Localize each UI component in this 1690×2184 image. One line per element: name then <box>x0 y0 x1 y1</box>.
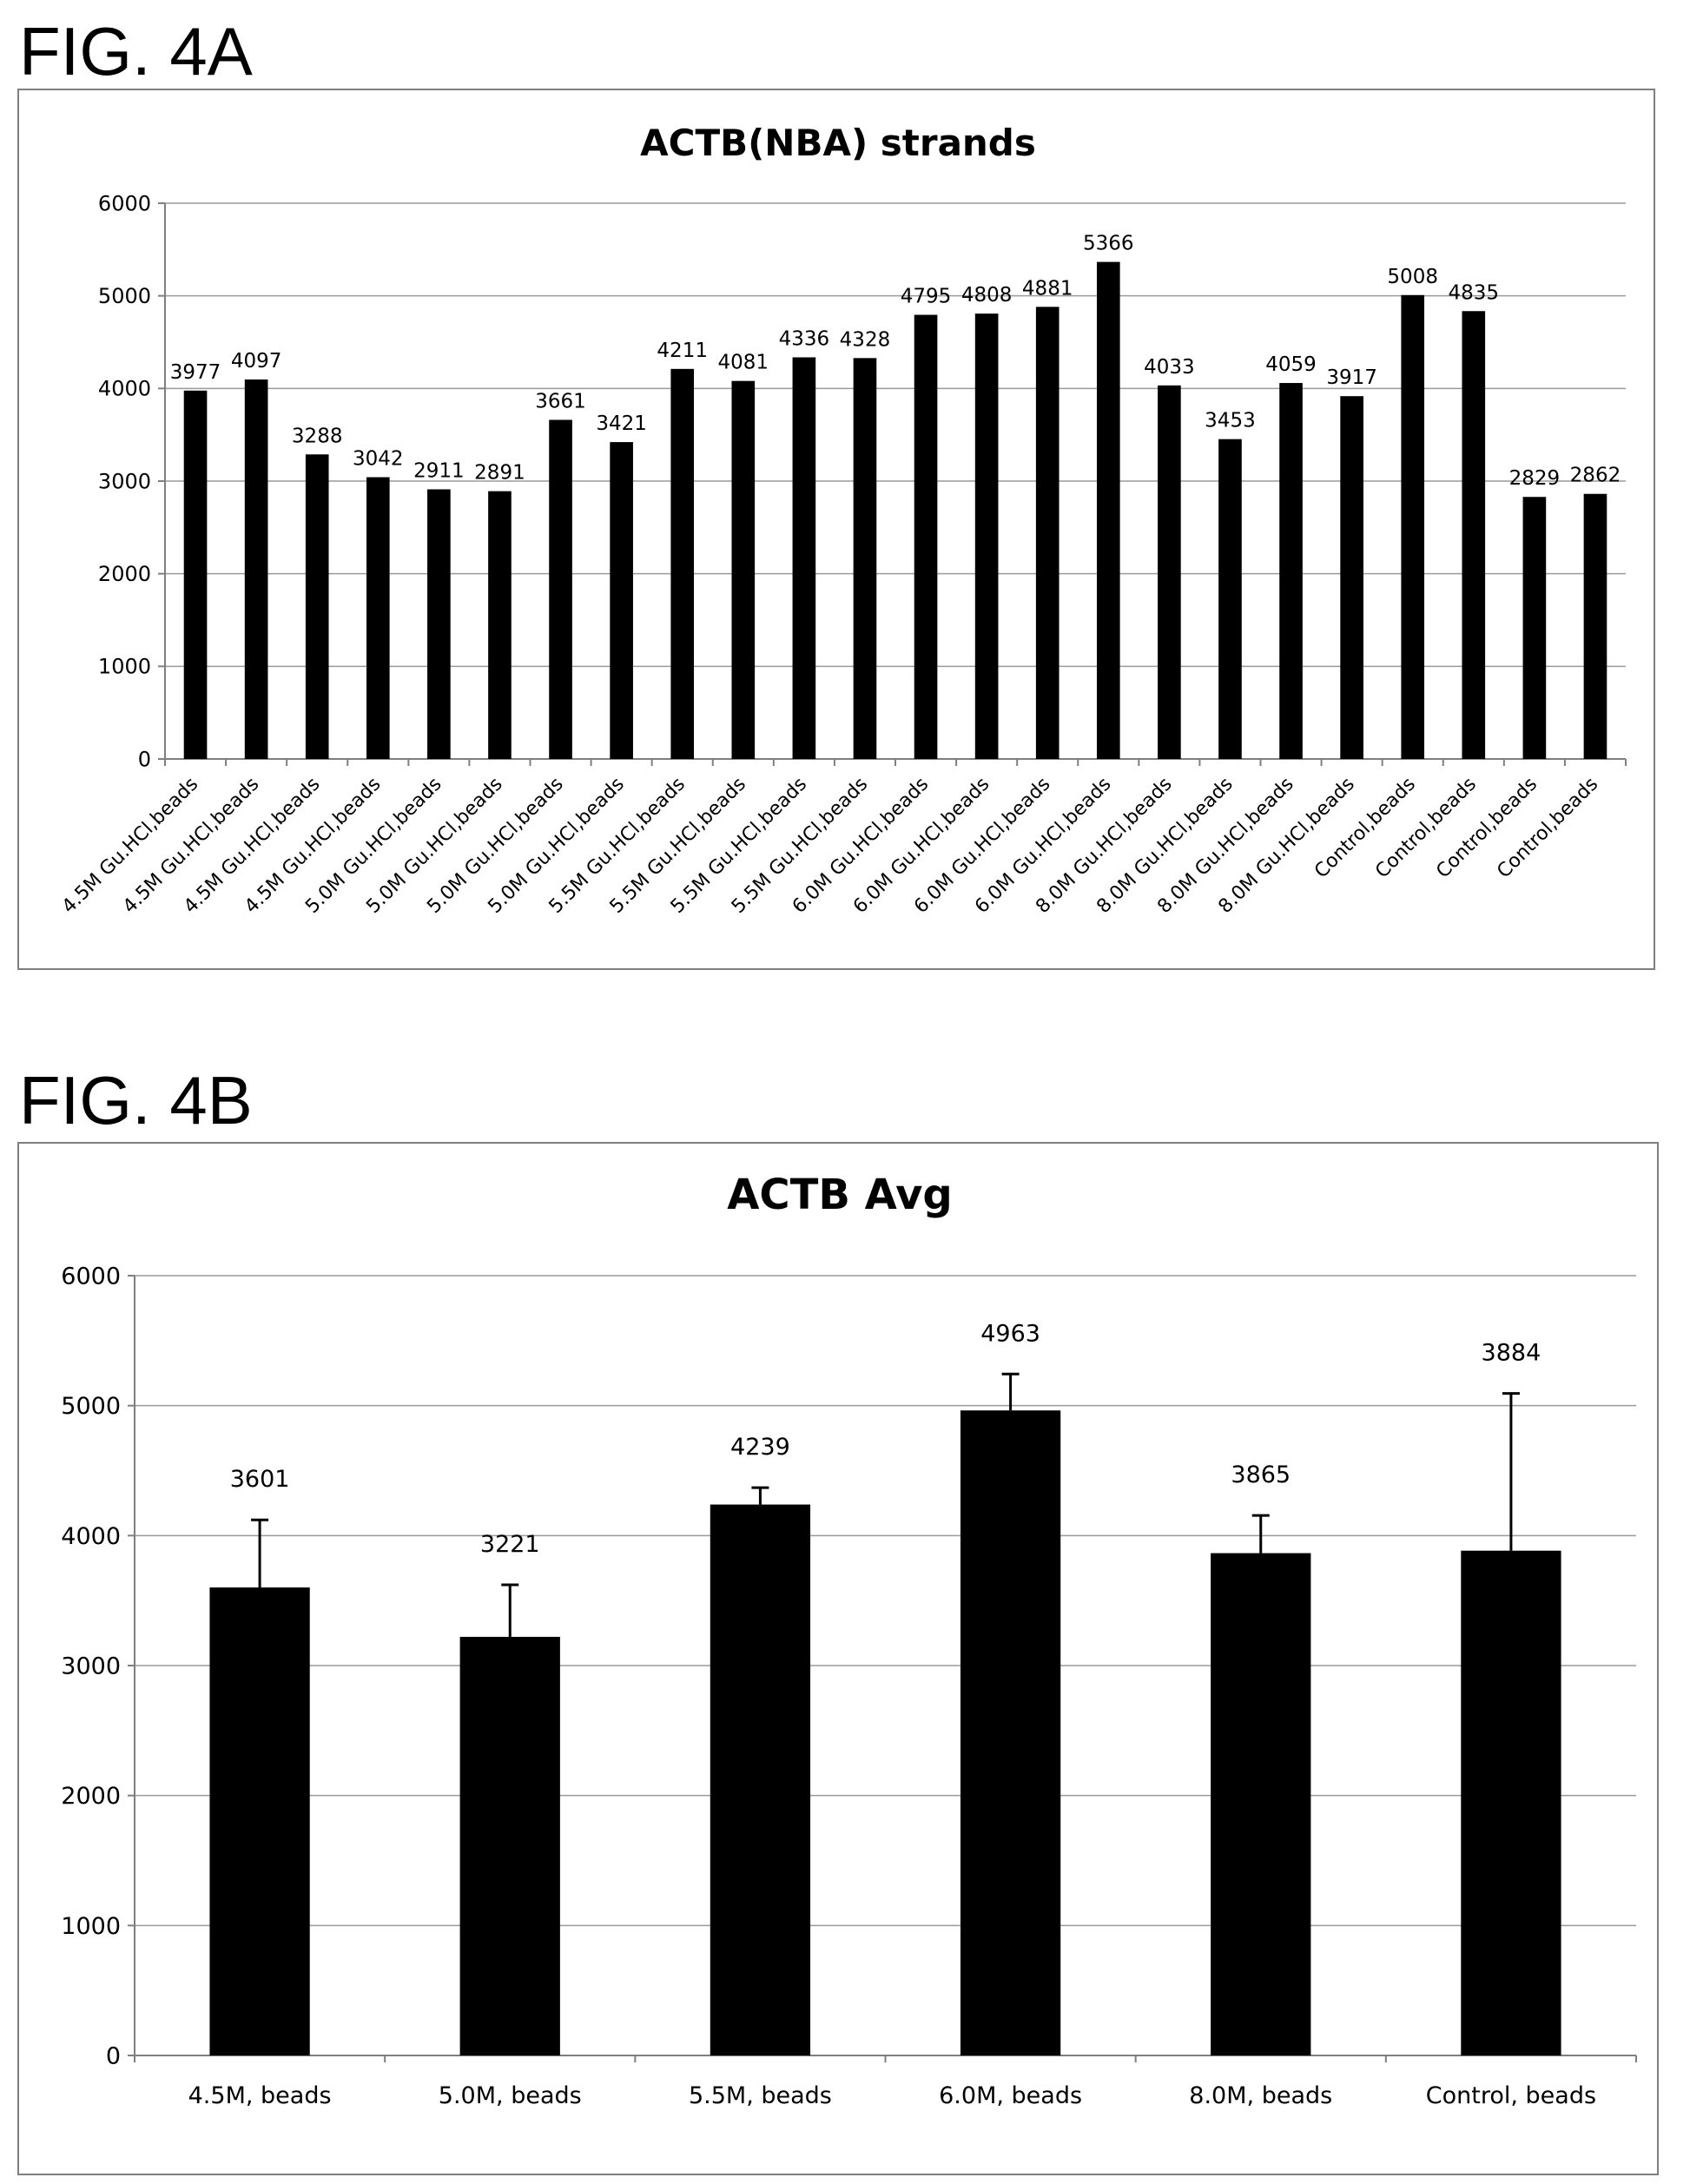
x-category-label: 8.0M, beads <box>1189 2082 1332 2109</box>
bar <box>1461 1550 1561 2055</box>
bar <box>459 1636 560 2055</box>
x-category-label: 5.5M, beads <box>689 2082 832 2109</box>
data-label: 4808 <box>961 284 1013 307</box>
bar <box>1035 307 1060 759</box>
chart-panel-4b: ACTB Avg 0 1000 2000 3000 4000 5000 6000 3601 4.5… <box>17 1142 1659 2175</box>
data-label: 3661 <box>535 390 586 412</box>
data-label: 3221 <box>480 1531 540 1558</box>
y-tick-label: 4000 <box>98 377 151 401</box>
chart-title: ACTB Avg <box>727 1171 953 1219</box>
chart-4b: ACTB Avg 0 1000 2000 3000 4000 5000 6000 3601 4.5… <box>61 1171 1637 2109</box>
data-label: 4239 <box>730 1434 790 1461</box>
bar <box>1462 311 1486 759</box>
bar <box>427 489 451 759</box>
data-label: 4097 <box>231 350 282 373</box>
bar <box>1522 497 1547 759</box>
y-tick-label: 1000 <box>61 1913 121 1940</box>
figure-4a-label: FIG. 4A <box>19 13 253 89</box>
bar <box>305 454 329 759</box>
y-tick-label: 0 <box>138 747 151 771</box>
data-label: 3042 <box>353 448 404 471</box>
x-category-label: 4.5M, beads <box>188 2082 332 2109</box>
y-tick-label: 6000 <box>61 1263 121 1290</box>
bar <box>1158 385 1181 759</box>
bar <box>549 419 572 759</box>
data-label: 4033 <box>1144 356 1195 379</box>
y-tick-label: 2000 <box>98 562 151 586</box>
data-label: 4336 <box>779 327 830 350</box>
y-tick-label: 2000 <box>61 1783 121 1810</box>
bar <box>974 313 999 759</box>
bar <box>1279 383 1303 759</box>
bar <box>488 491 512 759</box>
data-label: 3917 <box>1326 366 1377 389</box>
chart-panel-4a: ACTB(NBA) strands 0 1000 2000 3000 4000 5000 60… <box>17 89 1655 970</box>
bar <box>792 357 816 759</box>
data-label: 4835 <box>1449 281 1500 304</box>
figure-4b-label: FIG. 4B <box>19 1062 253 1138</box>
data-label: 3453 <box>1205 410 1256 432</box>
data-label: 3421 <box>596 412 647 435</box>
bar <box>853 358 877 759</box>
data-label: 5008 <box>1387 266 1438 288</box>
bar <box>366 477 390 759</box>
bar <box>610 442 633 759</box>
bar <box>1096 261 1120 759</box>
bar <box>1211 1553 1311 2055</box>
bar <box>183 390 208 759</box>
data-label: 4795 <box>901 286 952 308</box>
y-tick-label: 0 <box>106 2042 121 2069</box>
bar <box>1401 294 1425 759</box>
chart-4a: ACTB(NBA) strands 0 1000 2000 3000 4000 5000 60… <box>58 122 1627 918</box>
data-label: 2911 <box>413 459 465 482</box>
data-label: 3977 <box>170 361 221 384</box>
data-label: 2862 <box>1570 465 1621 487</box>
data-label: 5366 <box>1083 233 1134 255</box>
data-label: 3601 <box>230 1466 290 1493</box>
data-label: 3288 <box>292 425 343 447</box>
bar <box>1583 493 1607 759</box>
x-category-label: 5.0M, beads <box>439 2082 582 2109</box>
data-label: 4328 <box>840 328 891 351</box>
x-category-label: Control, beads <box>1426 2082 1596 2109</box>
bar <box>710 1504 811 2055</box>
data-label: 4211 <box>657 340 708 362</box>
data-label: 4963 <box>980 1320 1040 1347</box>
bar <box>731 380 756 759</box>
bar <box>1218 439 1242 759</box>
x-category-label: 6.0M, beads <box>939 2082 1082 2109</box>
bar <box>209 1587 310 2055</box>
chart-title: ACTB(NBA) strands <box>640 122 1036 164</box>
y-tick-label: 3000 <box>98 469 151 493</box>
data-label: 2829 <box>1509 467 1561 490</box>
bar <box>960 1410 1061 2055</box>
data-label: 2891 <box>474 462 525 485</box>
data-label: 3865 <box>1231 1461 1291 1488</box>
data-label: 3884 <box>1482 1340 1541 1367</box>
bar <box>914 314 938 759</box>
y-tick-label: 3000 <box>61 1653 121 1679</box>
y-tick-label: 5000 <box>98 284 151 308</box>
y-tick-label: 5000 <box>61 1393 121 1420</box>
data-label: 4059 <box>1265 353 1317 376</box>
bar <box>670 368 695 759</box>
data-label: 4081 <box>718 352 769 374</box>
y-tick-label: 1000 <box>98 655 151 679</box>
y-tick-label: 4000 <box>61 1523 121 1550</box>
data-label: 4881 <box>1022 277 1073 300</box>
bar <box>244 379 268 759</box>
y-tick-label: 6000 <box>98 191 151 215</box>
bar <box>1340 396 1363 759</box>
